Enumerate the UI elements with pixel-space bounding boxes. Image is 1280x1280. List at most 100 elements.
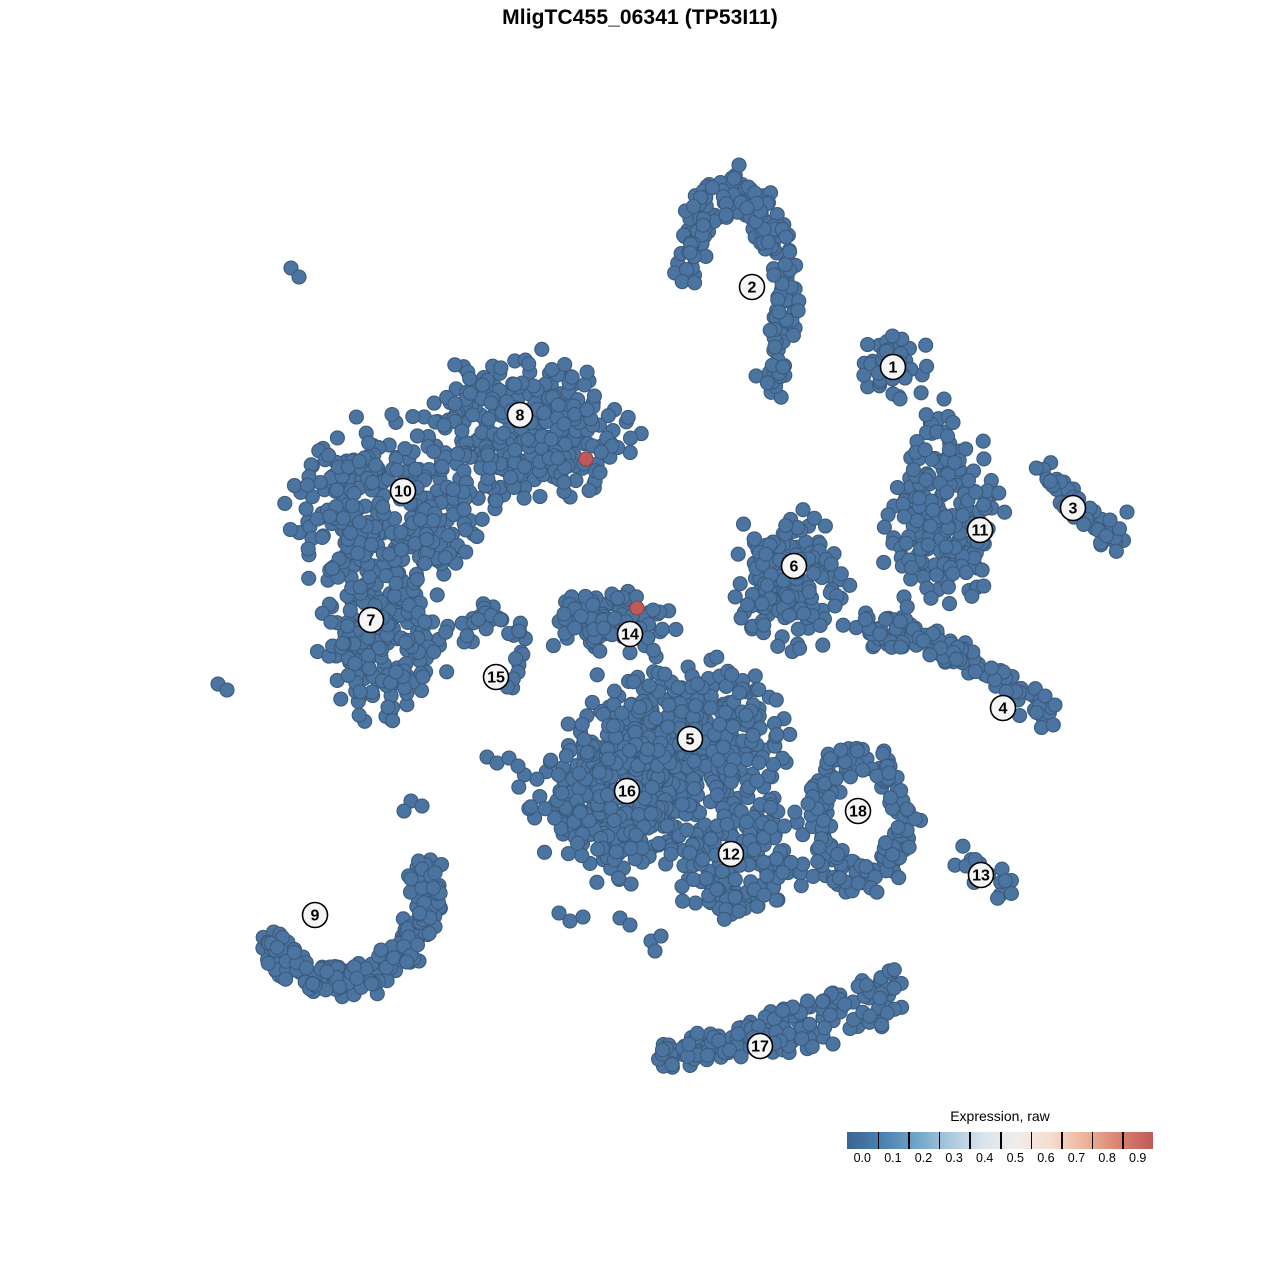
scatter-point (622, 645, 638, 661)
scatter-point (585, 597, 601, 613)
scatter-point (507, 442, 523, 458)
scatter-point (644, 779, 660, 795)
cluster-label-1[interactable]: 1 (879, 353, 907, 381)
scatter-point (322, 508, 338, 524)
scatter-point (606, 610, 622, 627)
scatter-point (454, 423, 470, 439)
scatter-point (352, 684, 368, 700)
scatter-point (920, 537, 936, 553)
scatter-point (917, 442, 933, 458)
cluster-label-6[interactable]: 6 (780, 552, 808, 580)
cluster-label-13[interactable]: 13 (967, 861, 995, 889)
scatter-point (398, 634, 414, 650)
legend-tick-mark (969, 1132, 971, 1149)
cluster-label-17[interactable]: 17 (746, 1032, 774, 1060)
cluster-label-text: 9 (311, 908, 320, 925)
scatter-point (368, 457, 384, 473)
scatter-point (727, 589, 743, 605)
scatter-point (715, 739, 731, 755)
scatter-point (675, 893, 691, 909)
scatter-point (589, 667, 605, 683)
scatter-point (682, 845, 698, 861)
scatter-point (685, 871, 702, 888)
scatter-point (622, 917, 638, 933)
scatter-point (589, 874, 605, 890)
scatter-point (674, 878, 690, 894)
scatter-point-highlighted[interactable] (629, 600, 645, 616)
scatter-point (412, 905, 428, 921)
scatter-point (556, 474, 572, 490)
legend-colorbar[interactable] (847, 1132, 1153, 1149)
scatter-point (822, 751, 838, 767)
scatter-point (1076, 516, 1092, 532)
cluster-label-7[interactable]: 7 (357, 606, 385, 634)
scatter-point (648, 710, 664, 726)
scatter-point (360, 647, 376, 663)
scatter-point (815, 813, 832, 829)
cluster-label-4[interactable]: 4 (989, 694, 1017, 722)
scatter-point (751, 681, 767, 698)
scatter-point (821, 789, 837, 806)
legend-tick-label: 0.8 (1098, 1151, 1116, 1165)
cluster-label-badge (506, 401, 534, 429)
scatter-point (425, 880, 441, 896)
scatter-point (609, 590, 626, 606)
scatter-point (591, 764, 607, 781)
cluster-label-18[interactable]: 18 (844, 797, 872, 825)
scatter-point (928, 567, 945, 583)
scatter-point (543, 431, 559, 447)
scatter-point (945, 566, 961, 582)
scatter-point (724, 667, 740, 683)
cluster-label-5[interactable]: 5 (676, 725, 704, 753)
scatter-point (409, 571, 425, 587)
scatter-point (955, 507, 971, 523)
scatter-point (746, 531, 763, 547)
scatter-point (554, 785, 570, 801)
scatter-point (806, 565, 822, 581)
scatter-point (756, 854, 772, 870)
scatter-point (704, 180, 720, 196)
scatter-point (1098, 528, 1114, 544)
scatter-point (493, 612, 509, 628)
scatter-point (558, 748, 574, 764)
scatter-point (630, 806, 647, 823)
cluster-label-14[interactable]: 14 (616, 620, 644, 648)
scatter-point (771, 304, 787, 320)
cluster-label-badge (746, 1032, 774, 1060)
cluster-label-badge (966, 516, 994, 544)
scatter-point (445, 482, 461, 498)
scatter-point (891, 870, 907, 886)
scatter-point (792, 640, 808, 656)
scatter-point (730, 546, 746, 562)
scatter-point (562, 913, 578, 929)
scatter-point-highlighted[interactable] (578, 451, 594, 467)
scatter-point (790, 303, 806, 319)
cluster-label-3[interactable]: 3 (1059, 494, 1087, 522)
scatter-point (600, 408, 616, 424)
scatter-point (329, 482, 345, 498)
cluster-label-9[interactable]: 9 (301, 901, 329, 929)
cluster-label-badge (738, 273, 766, 301)
scatter-point (371, 640, 387, 656)
scatter-point (719, 816, 735, 832)
scatter-point (462, 385, 478, 401)
cluster-label-8[interactable]: 8 (506, 401, 534, 429)
cluster-label-2[interactable]: 2 (738, 273, 766, 301)
cluster-label-12[interactable]: 12 (717, 840, 745, 868)
cluster-label-11[interactable]: 11 (966, 516, 994, 544)
scatter-point (396, 803, 412, 819)
cluster-label-15[interactable]: 15 (482, 663, 510, 691)
scatter-point (335, 510, 351, 526)
scatter-point (782, 244, 798, 260)
scatter-point (333, 691, 349, 707)
legend-tick-mark (938, 1132, 941, 1149)
scatter-point (940, 579, 956, 595)
legend-tick-mark (1091, 1132, 1094, 1149)
scatter-point (482, 459, 498, 476)
scatter-point (766, 267, 782, 283)
cluster-label-10[interactable]: 10 (389, 477, 417, 505)
cluster-label-16[interactable]: 16 (613, 777, 641, 805)
